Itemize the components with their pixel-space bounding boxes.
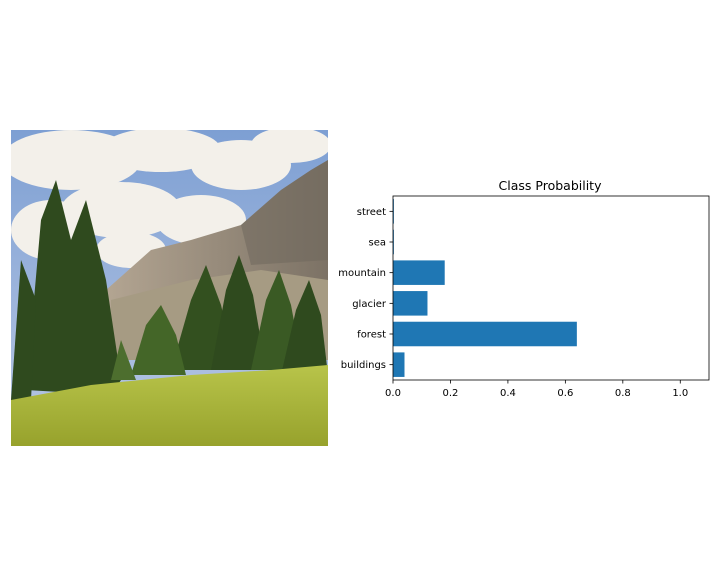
x-tick-label: 0.4 [500,388,516,399]
bars [393,199,577,377]
y-tick-label: mountain [338,268,386,279]
x-tick-label: 1.0 [672,388,688,399]
landscape-photo [11,130,328,446]
chart-title: Class Probability [499,178,603,193]
x-tick-label: 0.8 [615,388,631,399]
x-tick-label: 0.0 [385,388,401,399]
trees [11,180,328,400]
plot-frame [392,195,710,381]
y-tick-label: forest [357,330,386,341]
y-tick-label: sea [369,238,387,249]
x-ticks: 0.0 0.2 0.4 0.6 0.8 1.0 [385,380,688,399]
x-tick-label: 0.2 [443,388,459,399]
y-tick-labels: buildings forest glacier mountain sea street [338,207,393,371]
bar-sea [393,229,394,255]
bar-buildings [393,352,405,377]
bar-forest [393,321,577,347]
y-tick-label: buildings [341,360,386,371]
y-tick-label: street [357,207,386,218]
bar-glacier [393,291,428,316]
bar-street [393,199,394,224]
y-tick-label: glacier [352,299,387,310]
x-tick-label: 0.6 [557,388,573,399]
cliff-shadow [241,160,328,265]
bar-mountain [393,260,445,285]
class-probability-chart: Class Probability buildings forest glacier… [338,178,710,399]
meadow [11,365,328,446]
